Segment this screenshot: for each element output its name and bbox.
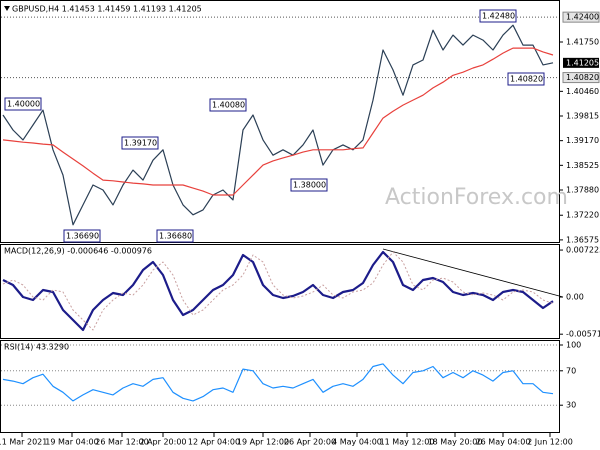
y-tick-label: 1.39815 [566,111,599,120]
annotation-box [4,97,42,111]
x-tick-label: 12 Apr 04:00 [188,438,240,447]
y-tick-label: 1.36575 [566,235,599,244]
rsi-panel [0,340,560,433]
annotation: 1.42480 [482,12,515,21]
annotation-box [507,72,545,86]
panel-title: GBPUSD,H4 1.41453 1.41459 1.41193 1.4120… [12,5,202,14]
x-tick-label: 2 Apr 20:00 [139,438,186,447]
level-box [562,11,600,23]
panel-title: MACD(12,26,9) -0.000646 -0.000976 [4,247,152,256]
y-tick-label: 1.39170 [566,136,599,145]
y-tick-label: 0.007223 [566,246,600,255]
x-tick-label: 11 Mar 2021 [0,438,47,447]
annotation-box [121,136,159,150]
series-line [2,250,554,332]
annotation: 1.36680 [159,232,192,241]
annotation: 1.40000 [7,100,40,109]
trend-line [382,248,564,298]
macd-panel [0,244,560,339]
panel-title: RSI(14) 43.3290 [4,343,69,352]
x-tick-label: 19 Apr 12:00 [237,438,289,447]
annotation-box [290,178,328,192]
x-tick-label: 26 Apr 20:00 [284,438,336,447]
y-tick-label: 100 [566,341,581,350]
annotation-box [156,229,194,243]
annotation-box [209,98,247,112]
x-tick-label: 2 Jun 12:00 [527,438,573,447]
price-panel [0,0,560,243]
level-label: 1.42400 [566,13,599,22]
annotation: 1.40820 [510,75,543,84]
last-price-label: 1.41205 [566,58,599,67]
x-tick-label: 26 May 04:00 [476,438,531,447]
dropdown-icon [4,6,10,11]
x-tick-label: 26 Mar 12:00 [95,438,148,447]
series-line [2,24,554,226]
series-line [2,363,554,402]
annotation: 1.38000 [293,181,326,190]
y-tick-label: 70 [566,366,576,375]
annotation: 1.39170 [124,139,157,148]
annotation-box [479,9,517,23]
level-box [562,72,600,84]
annotation: 1.40080 [212,101,245,110]
y-tick-label: 1.41750 [566,38,599,47]
level-label: 1.40820 [566,73,599,82]
y-tick-label: 30 [566,401,576,410]
x-tick-label: 11 May 12:00 [380,438,435,447]
annotation-box [63,229,101,243]
x-tick-label: 19 Mar 04:00 [45,438,98,447]
y-tick-label: 1.40460 [566,87,599,96]
y-tick-label: 1.37880 [566,185,599,194]
y-tick-label: 1.37220 [566,211,599,220]
y-tick-label: 1.38525 [566,161,599,170]
x-tick-label: 4 May 04:00 [332,438,382,447]
y-tick-label: 0.00 [566,293,584,302]
watermark: ActionForex.com [385,185,568,210]
series-line [2,251,554,331]
series-line [2,47,554,196]
y-tick-label: -0.005714 [566,330,600,339]
last-price-box [563,57,599,68]
annotation: 1.36690 [66,232,99,241]
x-tick-label: 18 May 20:00 [428,438,483,447]
